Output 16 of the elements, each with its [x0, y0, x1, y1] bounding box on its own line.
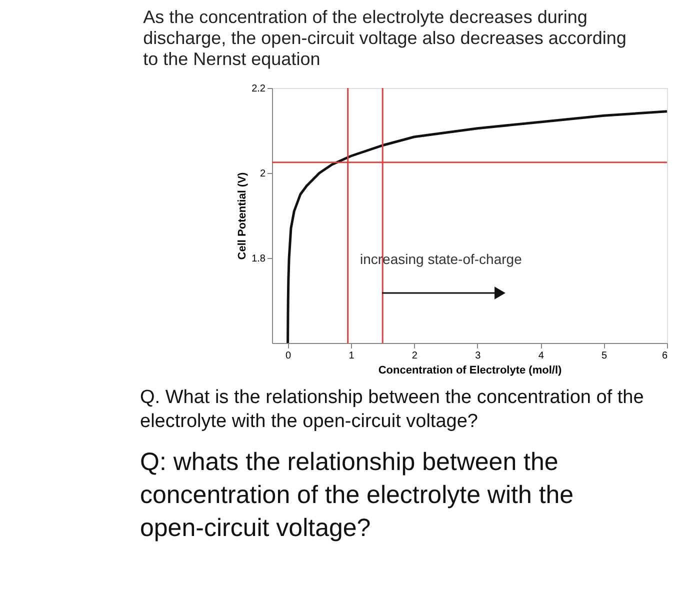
text: Q. What is the relationship between the concentration of the electrolyte with the open-circuit voltage? — [140, 387, 644, 432]
y-tick-label: 2 — [260, 168, 266, 180]
text: Q: whats the relationship between the concentration of the electrolyte with the open-circuit voltage? — [140, 448, 574, 542]
x-tick-label: 5 — [602, 350, 608, 362]
chart-title: As the concentration of the electrolyte decreases during discharge, the open-circuit voltage also decreases according to the Nernst equation — [143, 7, 626, 69]
x-tick-label: 0 — [286, 350, 292, 362]
x-tick-label: 6 — [662, 350, 668, 362]
x-axis-title: Concentration of Electrolyte (mol/l) — [378, 364, 562, 376]
x-tick-label: 2 — [412, 350, 418, 362]
x-tick-label: 1 — [348, 350, 355, 362]
x-tick-label: 3 — [475, 350, 482, 362]
x-tick-label: 4 — [538, 350, 544, 362]
y-axis-title: Cell Potential (V) — [236, 172, 249, 260]
y-tick-label: 2.2 — [252, 84, 266, 94]
line-series — [286, 110, 668, 344]
y-tick-label: 1.8 — [252, 254, 266, 264]
